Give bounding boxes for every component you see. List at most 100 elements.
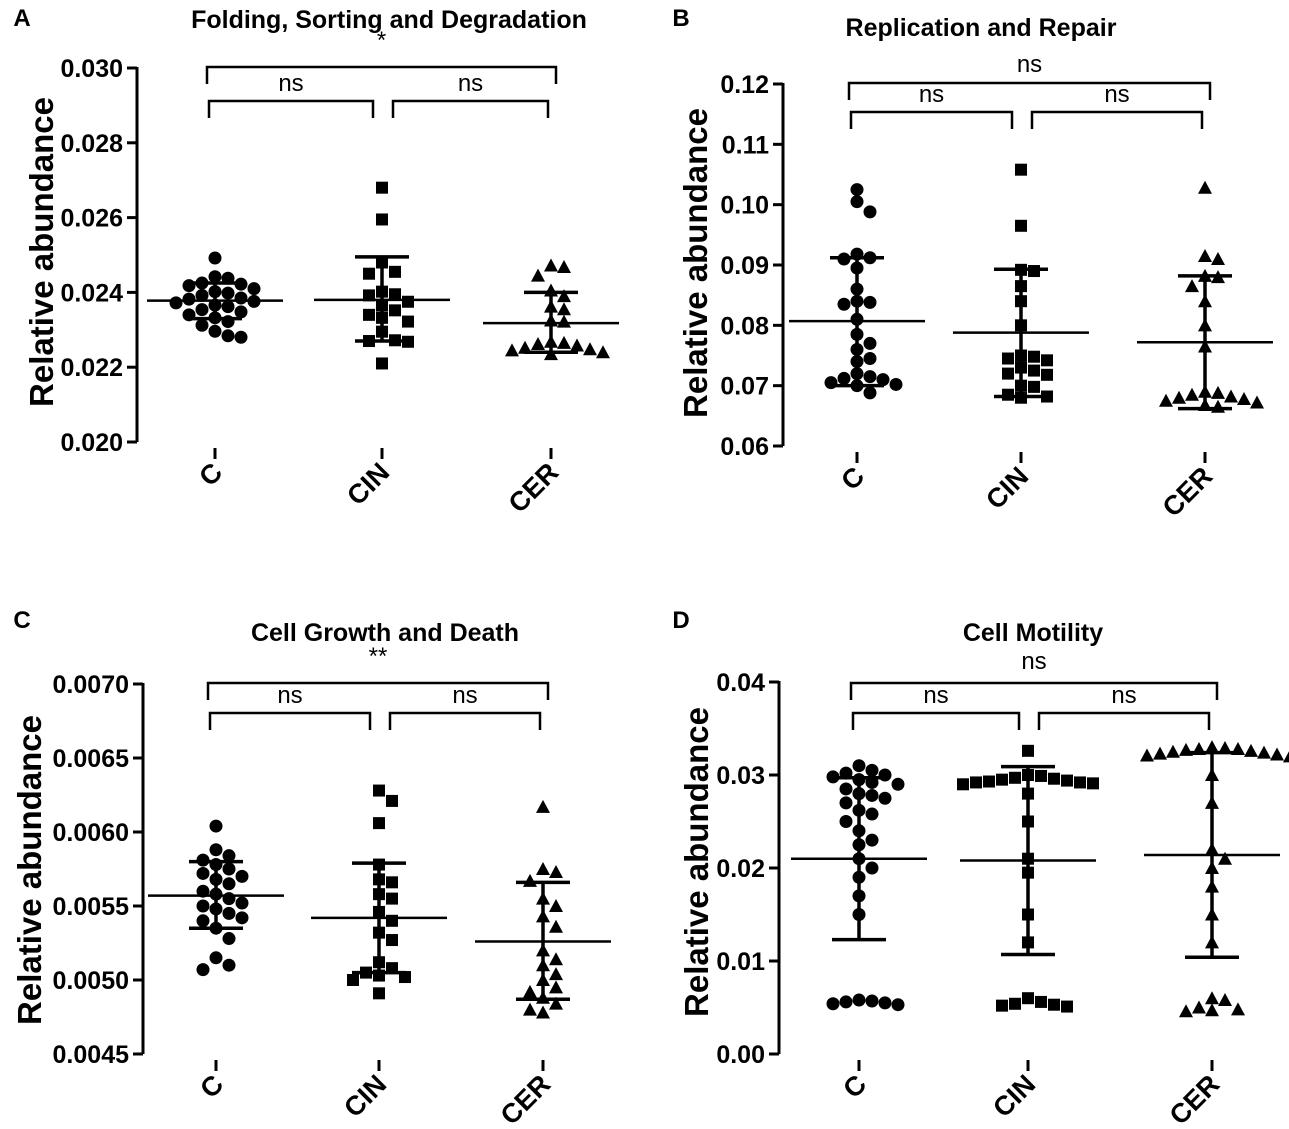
data-point-cin — [373, 784, 385, 797]
data-point-c — [222, 958, 236, 972]
data-point-c — [221, 286, 235, 300]
chart-title: Cell Growth and Death — [251, 619, 519, 647]
y-tick-label: 0.11 — [722, 131, 769, 159]
data-point-cer — [1218, 741, 1232, 755]
data-point-c — [863, 295, 877, 309]
data-point-cin — [389, 288, 401, 301]
data-point-cer — [549, 980, 563, 994]
data-point-c — [850, 183, 864, 197]
data-point-cer — [1244, 743, 1258, 757]
data-point-cin — [1035, 995, 1047, 1008]
data-point-cin — [1041, 368, 1053, 381]
data-point-cin — [970, 776, 982, 789]
significance-bracket — [207, 99, 375, 118]
data-point-c — [182, 279, 196, 293]
y-tick-label: 0.024 — [60, 279, 123, 307]
data-point-cer — [1250, 395, 1264, 409]
panel-c: C Cell Growth and Death Relative abundance… — [11, 607, 611, 1129]
y-tick-label: 0.02 — [716, 855, 765, 883]
data-point-c — [221, 300, 235, 314]
data-point-cin — [373, 987, 385, 1000]
significance-bracket — [206, 681, 550, 700]
data-point-cin — [1028, 350, 1040, 363]
significance-label: ns — [1111, 682, 1136, 709]
y-tick-label: 0.04 — [716, 669, 765, 697]
data-point-cer — [1231, 1002, 1245, 1016]
data-point-cin — [1002, 352, 1014, 365]
data-point-cin — [1061, 774, 1073, 787]
data-point-cin — [386, 934, 398, 947]
significance-label: ns — [923, 682, 948, 709]
data-point-cin — [386, 794, 398, 807]
data-point-c — [865, 861, 879, 875]
x-tick-label: C — [837, 1069, 872, 1104]
data-point-c — [195, 288, 209, 302]
chart-title: Cell Motility — [963, 619, 1103, 647]
data-point-cin — [1041, 354, 1053, 367]
data-point-cin — [363, 267, 375, 280]
y-tick-label: 0.09 — [720, 252, 769, 280]
data-point-cin — [1002, 388, 1014, 401]
data-point-c — [235, 896, 249, 910]
data-point-cin — [1009, 997, 1021, 1010]
data-point-c — [865, 833, 879, 847]
y-tick-label: 0.028 — [60, 130, 123, 158]
data-point-cer — [549, 996, 563, 1010]
data-point-cer — [523, 1002, 537, 1016]
y-axis-label: Relative abundance — [23, 97, 60, 407]
significance-label: ns — [458, 70, 483, 97]
y-tick-label: 0.030 — [60, 55, 123, 83]
data-point-c — [222, 877, 236, 891]
data-point-cin — [1022, 744, 1034, 757]
data-point-c — [850, 195, 864, 209]
data-point-c — [209, 819, 223, 833]
data-point-cin — [386, 892, 398, 905]
panel-letter: D — [672, 607, 689, 634]
data-point-cin — [1015, 219, 1027, 232]
y-tick-label: 0.0060 — [53, 819, 129, 847]
y-tick-label: 0.00 — [716, 1041, 765, 1069]
panel-letter: C — [13, 607, 30, 634]
data-point-c — [196, 914, 210, 928]
data-point-c — [169, 296, 183, 310]
data-point-cer — [549, 967, 563, 981]
data-point-cer — [1198, 180, 1212, 194]
x-tick-label: CIN — [980, 461, 1034, 515]
data-point-cin — [1022, 992, 1034, 1005]
data-point-cin — [363, 308, 375, 321]
data-point-c — [839, 995, 853, 1009]
significance-label: ns — [1104, 81, 1129, 108]
data-point-c — [208, 324, 222, 338]
data-point-cer — [523, 873, 537, 887]
data-point-c — [247, 282, 261, 296]
data-point-c — [889, 377, 903, 391]
data-point-c — [208, 270, 222, 284]
data-point-c — [863, 370, 877, 384]
data-point-c — [195, 303, 209, 317]
data-point-cer — [544, 258, 558, 272]
data-point-c — [876, 373, 890, 387]
data-point-c — [863, 386, 877, 400]
data-point-c — [235, 911, 249, 925]
data-point-cer — [1185, 279, 1199, 293]
data-point-cer — [549, 952, 563, 966]
data-point-cer — [1172, 390, 1186, 404]
data-point-cer — [1159, 393, 1173, 407]
data-point-cin — [957, 778, 969, 791]
data-point-cer — [1179, 1004, 1193, 1018]
data-point-cer — [1211, 385, 1225, 399]
data-point-cer — [531, 337, 545, 351]
y-tick-label: 0.022 — [60, 354, 123, 382]
data-point-cer — [557, 335, 571, 349]
data-point-c — [196, 899, 210, 913]
data-point-c — [837, 297, 851, 311]
data-point-cin — [1035, 769, 1047, 782]
data-point-cer — [557, 259, 571, 273]
y-tick-label: 0.0045 — [53, 1041, 130, 1069]
data-point-c — [878, 791, 892, 805]
data-point-c — [865, 807, 879, 821]
data-point-cin — [376, 357, 388, 370]
data-point-cer — [523, 984, 537, 998]
data-point-cin — [389, 304, 401, 317]
